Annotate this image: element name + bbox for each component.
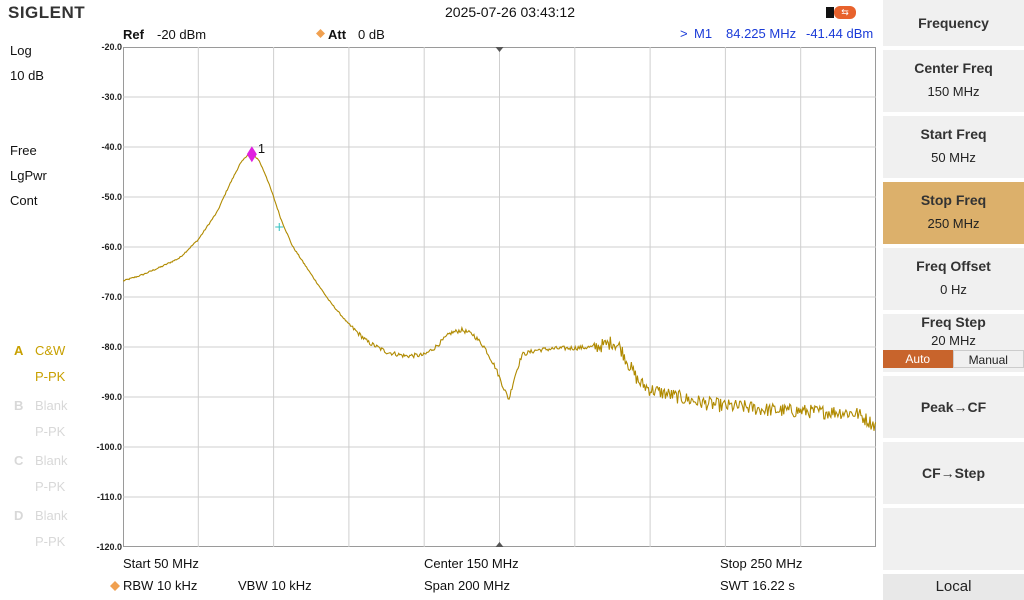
center-freq-label: Center Freq [914,60,993,76]
y-tick-label: -60.0 [101,242,122,252]
marker-diamond-icon [246,146,257,163]
trigger-mode: Free [10,143,37,158]
peak-to-cf-label: Peak→CF [920,399,987,415]
freq-offset-key[interactable]: Freq Offset 0 Hz [883,248,1024,310]
trace-b-letter: B [14,398,24,413]
center-notch-top [495,47,504,52]
brand-logo: SIGLENT [8,3,86,22]
empty-key[interactable] [883,508,1024,570]
scale-per-div: 10 dB [10,68,44,83]
manual-option[interactable]: Manual [952,350,1024,368]
storage-icon [826,7,834,18]
stop-freq-value: 250 MHz [927,216,980,231]
marker-readout-level: -41.44 dBm [806,26,874,41]
center-notch-bottom [495,542,504,547]
peak-to-cf-key[interactable]: Peak→CF [883,376,1024,438]
menu-title: Frequency [883,0,1024,46]
trace-a-detector: P-PK [35,369,66,384]
att-indicator-icon [316,29,325,38]
att-value[interactable]: 0 dB [358,27,385,42]
rbw-readout: RBW 10 kHz [123,578,198,593]
usb-badge: ⇆ [834,6,856,19]
vbw-readout: VBW 10 kHz [238,578,312,593]
trace-c-letter: C [14,453,24,468]
ref-label: Ref [123,27,144,42]
y-tick-label: -100.0 [96,442,122,452]
trace-d-letter: D [14,508,24,523]
detector-mode: LgPwr [10,168,47,183]
y-tick-label: -120.0 [96,542,122,552]
freq-step-auto-toggle[interactable]: Auto Manual [883,350,1024,368]
spectrum-plot[interactable]: 1 [123,47,876,547]
cf-to-step-key[interactable]: CF→Step [883,442,1024,504]
start-freq-label: Start Freq [920,126,987,142]
y-tick-label: -110.0 [96,492,122,502]
spectrum-display[interactable]: 1 [123,47,876,547]
sweep-time-readout: SWT 16.22 s [720,578,795,593]
trace-b-detector: P-PK [35,424,66,439]
trace-a-mode: C&W [35,343,66,358]
y-tick-label: -40.0 [101,142,122,152]
rbw-indicator-icon [110,581,120,591]
center-freq-readout: Center 150 MHz [424,556,519,571]
start-freq-key[interactable]: Start Freq 50 MHz [883,116,1024,178]
y-tick-label: -30.0 [101,92,122,102]
scale-type: Log [10,43,32,58]
y-tick-label: -50.0 [101,192,122,202]
usb-icon: ⇆ [826,6,856,19]
center-freq-value: 150 MHz [927,84,980,99]
freq-offset-label: Freq Offset [916,258,991,274]
center-freq-key[interactable]: Center Freq 150 MHz [883,50,1024,112]
status-bar: SIGLENT 2025-07-26 03:43:12 ⇆ [0,0,880,24]
marker-1[interactable]: 1 [246,141,265,163]
stop-freq-readout: Stop 250 MHz [720,556,803,571]
sweep-mode: Cont [10,193,38,208]
trace-b-mode: Blank [35,398,68,413]
trace-c-mode: Blank [35,453,68,468]
trace-d-detector: P-PK [35,534,66,549]
marker-readout-prefix: > [680,26,688,41]
auto-option[interactable]: Auto [883,350,953,368]
menu-title-label: Frequency [918,15,989,31]
span-readout: Span 200 MHz [424,578,510,593]
freq-step-value: 20 MHz [931,333,976,348]
graticule [123,47,876,547]
softkey-menu: Frequency Center Freq 150 MHz Start Freq… [880,0,1024,600]
y-tick-label: -90.0 [101,392,122,402]
stop-freq-label: Stop Freq [920,192,987,208]
marker-1-label: 1 [258,141,265,156]
start-freq-readout: Start 50 MHz [123,556,199,571]
cf-to-step-label: CF→Step [922,465,985,481]
y-tick-label: -20.0 [101,42,122,52]
trace-c-detector: P-PK [35,479,66,494]
local-key[interactable]: Local [883,574,1024,600]
trace-d-mode: Blank [35,508,68,523]
start-freq-value: 50 MHz [931,150,976,165]
att-label: Att [328,27,347,42]
stop-freq-key[interactable]: Stop Freq 250 MHz [883,182,1024,244]
marker-readout-freq: 84.225 MHz [726,26,797,41]
datetime: 2025-07-26 03:43:12 [445,4,575,20]
y-tick-label: -80.0 [101,342,122,352]
y-tick-label: -70.0 [101,292,122,302]
local-label: Local [935,578,972,595]
ref-level-value[interactable]: -20 dBm [157,27,207,42]
marker-readout-name: M1 [694,26,713,41]
cursor-crosshair [275,223,284,231]
trace-a-letter: A [14,343,24,358]
freq-offset-value: 0 Hz [940,282,967,297]
freq-step-label: Freq Step [921,314,986,330]
